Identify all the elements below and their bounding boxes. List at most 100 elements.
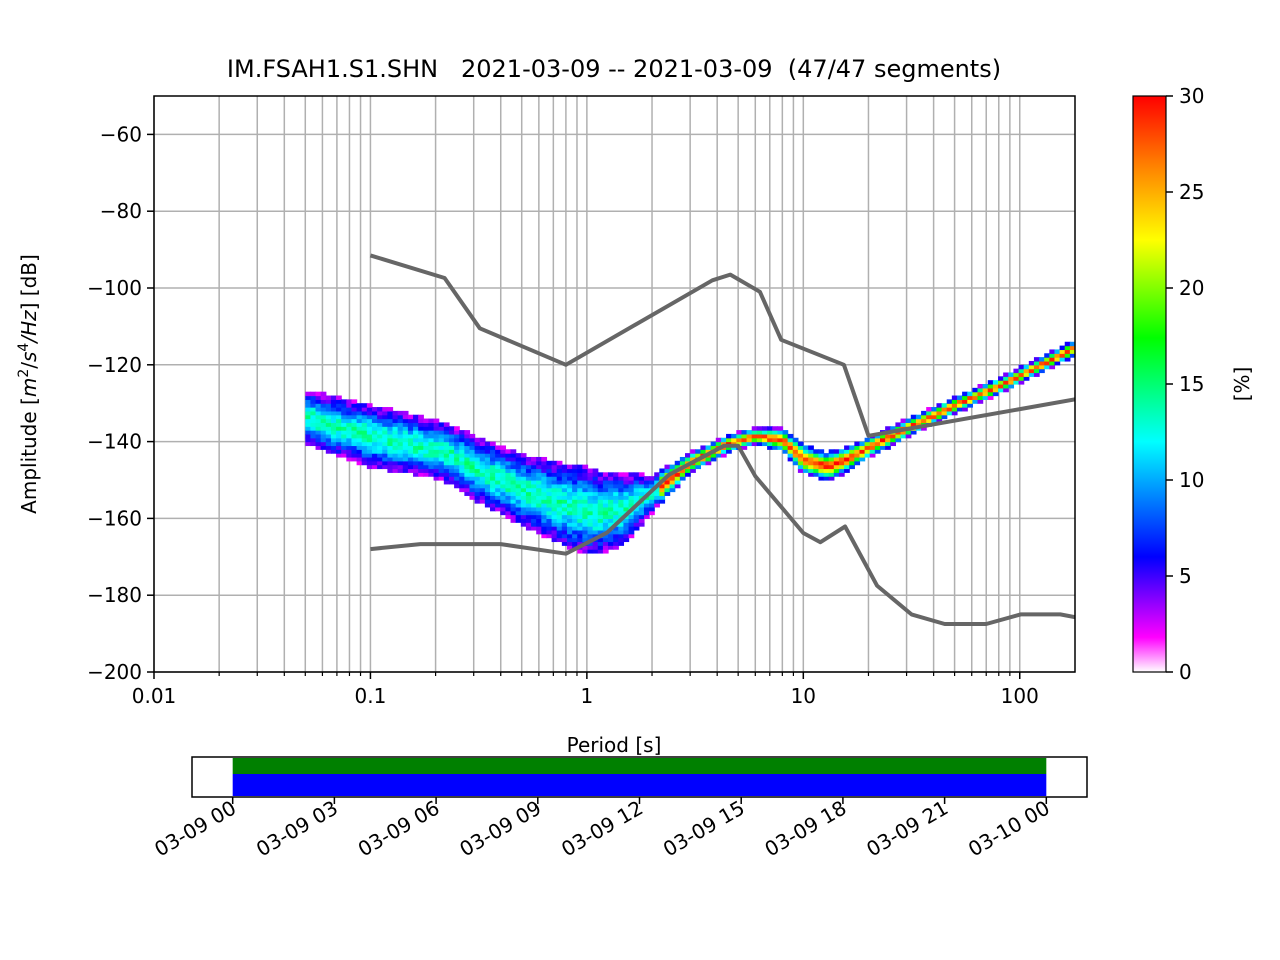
psd-cell [371, 410, 378, 416]
psd-cell [310, 414, 317, 420]
psd-cell [618, 487, 625, 493]
psd-cell [433, 426, 440, 431]
psd-cell [459, 472, 465, 477]
psd-cell [659, 495, 666, 500]
psd-cell [602, 537, 609, 543]
psd-cell [587, 514, 594, 519]
psd-cell [515, 476, 522, 481]
psd-cell [803, 445, 809, 450]
psd-cell [654, 503, 660, 508]
psd-cell [366, 464, 373, 470]
timeline-coverage [232, 758, 1047, 796]
psd-cell [407, 464, 414, 470]
psd-cell [366, 453, 373, 458]
psd-cell [454, 453, 460, 458]
psd-cell [418, 464, 424, 470]
psd-cell [977, 399, 984, 404]
psd-cell [566, 476, 573, 481]
psd-cell [402, 418, 409, 423]
psd-cell [561, 495, 568, 500]
psd-cell [320, 418, 327, 423]
psd-cell [525, 464, 532, 470]
psd-cell [1013, 380, 1020, 385]
psd-cell [572, 483, 578, 489]
psd-cell [623, 537, 630, 543]
psd-cell [541, 499, 548, 504]
psd-cell [982, 391, 989, 397]
psd-cell [546, 483, 553, 489]
psd-cell [361, 418, 368, 423]
psd-cell [797, 456, 804, 462]
psd-cell [433, 464, 440, 470]
psd-cell [623, 499, 630, 504]
psd-cell [587, 476, 594, 481]
high-noise-model-curve [369, 253, 1075, 438]
psd-cell [828, 476, 835, 481]
psd-cell [910, 422, 917, 427]
psd-cell [525, 476, 532, 481]
psd-cell [371, 449, 378, 454]
psd-cell [505, 468, 512, 473]
psd-cell [438, 464, 445, 470]
psd-cell [525, 526, 532, 531]
psd-cell [443, 437, 450, 443]
psd-cell [566, 472, 573, 477]
noise-model-curves [369, 253, 1075, 626]
psd-cell [962, 399, 968, 404]
psd-cell [915, 422, 922, 427]
psd-cell [454, 480, 460, 485]
psd-cell [572, 464, 578, 470]
psd-cell [402, 453, 409, 458]
psd-cell [546, 499, 553, 504]
psd-cell [633, 476, 640, 481]
psd-cell [464, 430, 471, 435]
low-noise-model-curve [370, 443, 1075, 626]
psd-cell [582, 526, 589, 531]
psd-cell [556, 499, 563, 504]
psd-cell [1028, 372, 1035, 377]
psd-cell [505, 487, 512, 493]
psd-cell [628, 476, 635, 481]
psd-cell [371, 456, 378, 462]
psd-cell [951, 407, 958, 412]
psd-cell [351, 453, 358, 458]
psd-cell [587, 503, 594, 508]
psd-cell [541, 460, 548, 466]
psd-cell [946, 410, 953, 416]
psd-cell [305, 430, 312, 435]
psd-cell [556, 518, 563, 523]
psd-cell [484, 453, 491, 458]
psd-cell [438, 433, 445, 439]
psd-cell [531, 460, 537, 466]
psd-cell [469, 441, 476, 447]
psd-cell [587, 495, 594, 500]
psd-cell [782, 433, 789, 439]
psd-cell [330, 399, 337, 404]
psd-cell [454, 456, 460, 462]
psd-cell [992, 387, 999, 393]
psd-cell [520, 495, 527, 500]
psd-cell [531, 476, 537, 481]
psd-cell [525, 487, 532, 493]
psd-cell [572, 522, 578, 527]
psd-cell [813, 453, 820, 458]
psd-cell [346, 418, 353, 423]
psd-cell [479, 483, 486, 489]
psd-cell [366, 441, 373, 447]
psd-cell [525, 468, 532, 473]
psd-cell [469, 456, 476, 462]
psd-cell [669, 476, 676, 481]
psd-cell [561, 514, 568, 519]
psd-cell [361, 422, 368, 427]
psd-cell [500, 445, 507, 450]
psd-cell [833, 472, 840, 477]
psd-cell [443, 430, 450, 435]
psd-cell [572, 541, 578, 546]
psd-cell [582, 464, 589, 470]
psd-cell [490, 468, 496, 473]
psd-cell [838, 464, 845, 470]
psd-cell [371, 445, 378, 450]
psd-cell [597, 518, 604, 523]
psd-cell [613, 487, 619, 493]
